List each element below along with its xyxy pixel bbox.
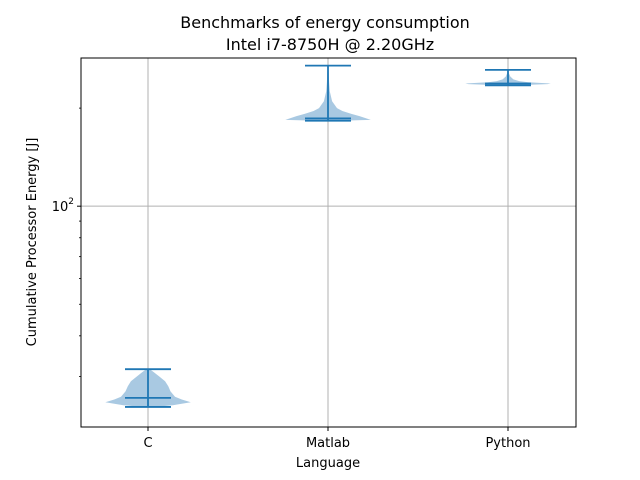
- x-tick-label: Python: [485, 436, 530, 451]
- chart-title-line1: Benchmarks of energy consumption: [180, 13, 470, 32]
- chart-title-line2: Intel i7-8750H @ 2.20GHz: [226, 35, 434, 54]
- x-axis: C Matlab Python: [143, 427, 531, 451]
- violin-layer: [105, 64, 551, 408]
- y-axis-label: Cumulative Processor Energy [J]: [25, 138, 40, 347]
- y-tick-label: 102: [52, 197, 74, 215]
- x-tick-label: C: [143, 436, 152, 451]
- x-axis-label: Language: [296, 456, 360, 471]
- x-tick-label: Matlab: [306, 436, 350, 451]
- y-axis: 102: [52, 107, 81, 377]
